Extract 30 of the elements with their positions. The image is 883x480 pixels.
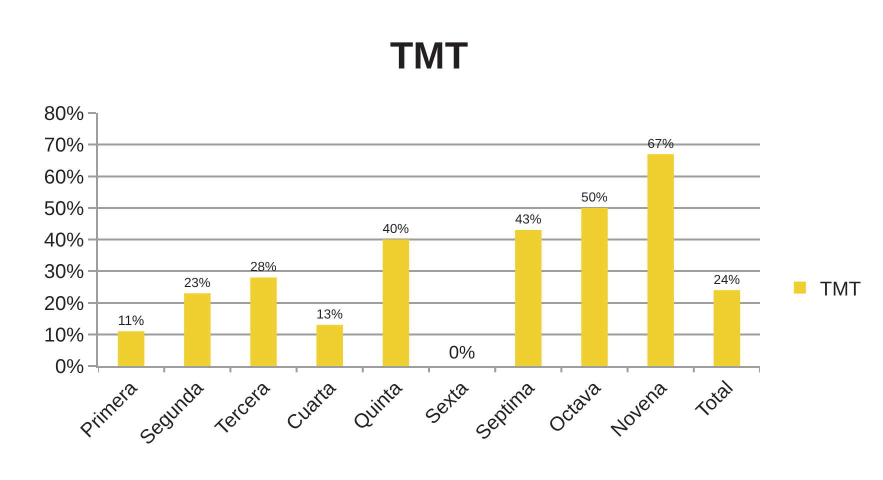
bar [647,154,674,366]
y-tick-label: 50% [44,198,84,220]
bar [250,277,277,366]
bar [714,290,740,366]
y-tick-label: 30% [44,261,84,284]
bar [184,293,211,366]
y-tick-label: 80% [44,103,84,125]
bar [382,240,410,366]
data-label: 11% [118,312,144,328]
data-label: 43% [515,212,542,227]
data-label: 40% [382,221,410,236]
y-tick-label: 0% [55,356,84,378]
y-tick-label: 70% [44,134,84,157]
y-tick-label: 60% [44,166,84,188]
data-label: 23% [184,274,211,290]
bar [118,331,144,366]
y-tick-label: 40% [44,230,84,252]
y-tick-label: 10% [44,324,84,346]
bar [316,324,343,366]
bar [515,230,542,366]
legend-label: TMT [820,278,861,300]
data-label: 28% [250,259,277,274]
chart-title: TMT [390,36,468,78]
data-label: 24% [714,272,740,287]
bar [581,208,608,366]
data-label: 0% [448,342,476,362]
data-label: 13% [316,306,344,322]
data-label: 67% [647,136,674,151]
data-label: 50% [581,190,608,205]
y-tick-label: 20% [44,292,84,315]
